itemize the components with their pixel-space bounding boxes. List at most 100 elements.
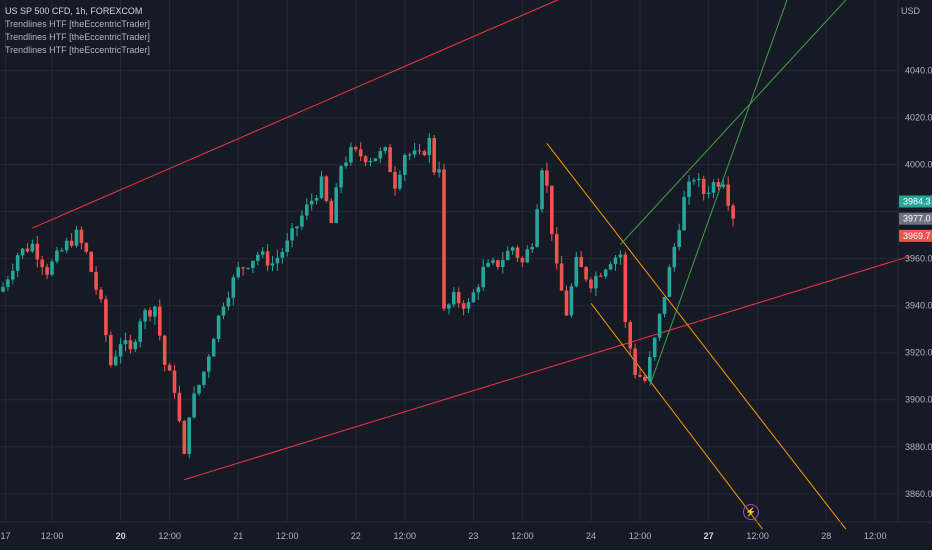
- candle-body: [368, 161, 373, 163]
- candle-body: [662, 296, 667, 314]
- indicator-label[interactable]: Trendlines HTF [theEccentricTrader]: [5, 45, 150, 55]
- candle-body: [275, 257, 280, 264]
- candle-body: [554, 233, 559, 264]
- candle-body: [45, 267, 49, 275]
- candle-body: [432, 137, 436, 173]
- candle-body: [192, 393, 196, 418]
- candle-body: [55, 250, 59, 262]
- candle-body: [559, 263, 564, 291]
- time-axis[interactable]: 17 12:00 20 12:00 21 12:00 22 12:00 23 12:00 24 12:…: [0, 531, 886, 541]
- candle-body: [505, 250, 510, 261]
- candle-body: [530, 246, 534, 250]
- candle-body: [143, 310, 147, 322]
- candle-body: [251, 260, 255, 269]
- candle-body: [162, 335, 167, 365]
- price-tick-label: 3940.0: [905, 301, 932, 311]
- candle-body: [657, 313, 662, 338]
- candle-body: [672, 246, 677, 268]
- candle-body: [334, 187, 338, 223]
- candle-body: [69, 240, 74, 246]
- candle-body: [652, 337, 657, 357]
- candle-body: [60, 250, 64, 252]
- candle-body: [618, 254, 623, 258]
- time-tick-label: 12:00: [158, 531, 181, 541]
- price-tag-label: 3969.7: [903, 231, 931, 241]
- trendline-channel-lower[interactable]: [184, 255, 910, 481]
- price-tag: [899, 212, 932, 225]
- candle-body: [447, 304, 451, 309]
- candle-body: [427, 137, 432, 156]
- candle-body: [613, 257, 618, 265]
- candle-body: [309, 200, 314, 205]
- price-tick-label: 3880.0: [905, 442, 932, 452]
- time-tick-label: 27: [704, 531, 714, 541]
- time-tick-label: 21: [233, 531, 243, 541]
- trendline-falling-lower[interactable]: [590, 303, 763, 530]
- time-tick-label: 12:00: [394, 531, 417, 541]
- candle-body: [123, 340, 128, 345]
- candle-body: [118, 344, 123, 357]
- trendline-falling-upper[interactable]: [546, 143, 847, 530]
- candle-body: [153, 306, 157, 317]
- candle-body: [422, 151, 427, 156]
- time-tick-label: 12:00: [41, 531, 64, 541]
- candle-body: [407, 154, 412, 156]
- price-tick-label: 3900.0: [905, 395, 932, 405]
- flash-icon[interactable]: ⚡: [743, 504, 759, 520]
- candle-body: [378, 150, 383, 159]
- indicator-label[interactable]: Trendlines HTF [theEccentricTrader]: [5, 32, 150, 42]
- price-tick-label: 3960.0: [905, 254, 932, 264]
- candle-body: [265, 251, 270, 266]
- candle-body: [256, 254, 260, 261]
- candle-body: [128, 340, 133, 350]
- candle-body: [148, 310, 152, 317]
- candle-body: [349, 147, 353, 163]
- candle-body: [633, 348, 637, 375]
- candle-body: [182, 420, 187, 454]
- candle-body: [393, 172, 397, 189]
- candle-body: [491, 260, 495, 263]
- candle-body: [74, 229, 79, 246]
- candle-body: [589, 279, 593, 289]
- candle-body: [94, 271, 98, 290]
- candle-body: [638, 374, 642, 377]
- candle-body: [403, 155, 407, 175]
- candle-body: [535, 209, 539, 247]
- candle-body: [677, 230, 681, 247]
- indicator-label[interactable]: Trendlines HTF [theEccentricTrader]: [5, 19, 150, 29]
- candle-body: [172, 370, 177, 393]
- candle-body: [1, 287, 5, 292]
- candle-body: [383, 147, 387, 151]
- candle-body: [109, 335, 113, 366]
- candle-body: [701, 178, 706, 195]
- time-tick-label: 17: [0, 531, 10, 541]
- candle-body: [158, 306, 162, 336]
- candle-body: [260, 251, 265, 255]
- trendline-rising-b[interactable]: [649, 0, 788, 386]
- trendline-channel-upper[interactable]: [32, 0, 909, 229]
- candle-body: [295, 226, 299, 229]
- candle-body: [692, 180, 696, 182]
- candle-body: [501, 260, 505, 267]
- price-tick-label: 3860.0: [905, 489, 932, 499]
- trendline-rising-a[interactable]: [620, 0, 847, 245]
- currency-label[interactable]: USD: [900, 6, 920, 16]
- candle-body: [6, 279, 10, 288]
- candle-body: [706, 192, 711, 195]
- symbol-title[interactable]: US SP 500 CFD, 1h, FOREXCOM: [5, 6, 143, 16]
- candle-body: [79, 229, 84, 244]
- candle-body: [579, 257, 583, 268]
- candle-body: [363, 156, 368, 163]
- candle-body: [305, 204, 309, 216]
- candle-body: [358, 149, 363, 157]
- price-tick-label: 3920.0: [905, 348, 932, 358]
- candle-body: [300, 215, 304, 227]
- price-tick-label: 4020.0: [905, 113, 932, 123]
- candle-body: [711, 182, 716, 193]
- price-axis[interactable]: 4040.0 4020.0 4000.0 3960.0 3940.0 3920.0 3900…: [905, 66, 932, 499]
- price-tag: [899, 229, 932, 242]
- candle-body: [211, 339, 216, 357]
- candle-body: [687, 181, 691, 198]
